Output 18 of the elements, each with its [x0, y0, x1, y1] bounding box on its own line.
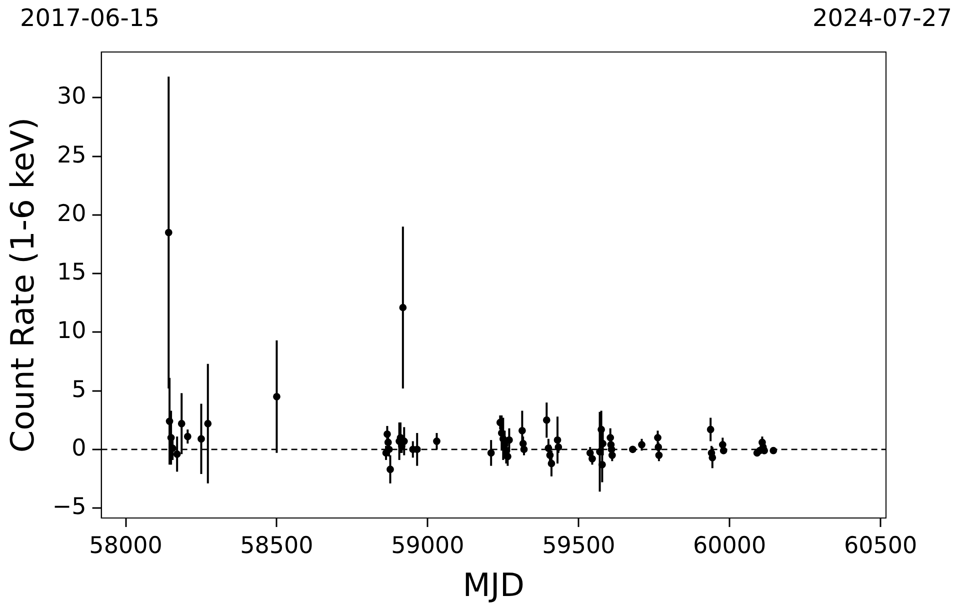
y-tick-label: 0: [72, 435, 86, 462]
text: 2024-07-27: [812, 4, 952, 32]
y-axis-title: Count Rate (1-6 keV): [4, 117, 42, 453]
y-tick-label: 15: [57, 260, 86, 286]
x-tick-label: 58000: [89, 532, 162, 559]
y-tick-label: 30: [57, 84, 86, 110]
y-tick-label: 5: [72, 376, 86, 403]
y-tick-label: 10: [57, 318, 86, 344]
y-tick-label: 25: [57, 142, 86, 168]
y-tick-label: −5: [52, 494, 86, 520]
x-tick-label: 60500: [844, 532, 918, 559]
x-tick-label: 58500: [240, 532, 314, 559]
text: 2017-06-15: [20, 4, 160, 32]
y-tick-label: 20: [57, 200, 86, 227]
x-tick-label: 59000: [391, 532, 464, 559]
x-tick-label: 59500: [542, 532, 616, 559]
x-axis-title: MJD: [462, 566, 524, 604]
x-tick-label: 60000: [693, 532, 766, 559]
